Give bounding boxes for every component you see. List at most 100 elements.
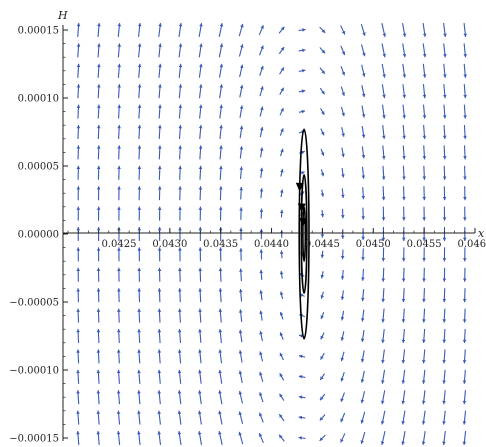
field-arrow-head (279, 393, 283, 398)
field-arrow-head (198, 390, 202, 394)
field-arrow-head (402, 156, 406, 160)
trajectory-orbit (302, 206, 307, 263)
field-arrow-head (319, 437, 324, 441)
field-arrow-head (219, 125, 223, 129)
field-arrow-head (422, 278, 426, 282)
field-arrow-head (178, 84, 183, 88)
x-axis-label: x (478, 227, 485, 240)
field-arrow-head (320, 355, 324, 360)
field-arrow-head (157, 227, 162, 231)
field-arrow-head (422, 94, 427, 99)
field-arrow-head (381, 258, 386, 262)
field-arrow-head (259, 351, 263, 355)
field-arrow-head (340, 255, 345, 260)
field-arrow-head (279, 250, 284, 254)
field-arrow-head (238, 309, 243, 313)
field-arrow-head (137, 390, 141, 394)
field-arrow-head (218, 308, 223, 312)
field-arrow-head (76, 369, 80, 374)
field-arrow-head (259, 371, 263, 376)
field-arrow-head (442, 135, 447, 139)
field-arrow-head (320, 295, 325, 299)
field-arrow-head (218, 349, 222, 353)
field-arrow-head (218, 206, 223, 210)
field-arrow-head (320, 274, 325, 279)
field-arrow-head (178, 206, 182, 210)
field-arrow-head (340, 438, 344, 443)
field-arrow-head (382, 74, 386, 78)
field-arrow-head (240, 44, 244, 48)
field-arrow-head (239, 125, 244, 130)
field-arrow-head (280, 26, 285, 31)
field-arrow-head (239, 186, 243, 191)
field-arrow-head (341, 174, 345, 178)
field-arrow-head (76, 431, 80, 435)
field-arrow-head (320, 213, 325, 218)
field-arrow-head (340, 377, 344, 382)
field-arrow-head (178, 23, 183, 27)
field-arrow-head (198, 145, 203, 149)
field-arrow-head (137, 186, 142, 190)
field-arrow-head (117, 84, 122, 88)
field-arrow-head (381, 380, 385, 384)
field-arrow-head (279, 414, 283, 418)
field-arrow-head (320, 376, 324, 380)
field-arrow-head (381, 319, 385, 323)
field-arrow-head (422, 115, 427, 119)
field-arrow-head (362, 32, 366, 36)
field-arrow-head (137, 308, 141, 312)
field-arrow-head (421, 421, 426, 425)
field-arrow-head (157, 431, 161, 435)
field-arrow-head (76, 145, 81, 149)
field-arrow-head (280, 87, 284, 92)
field-arrow-head (218, 369, 222, 374)
field-arrow-head (341, 153, 345, 158)
vector-field (76, 22, 468, 446)
field-arrow-head (279, 373, 283, 377)
field-arrow-head (422, 176, 427, 180)
field-arrow-head (402, 74, 407, 78)
field-arrow-head (137, 104, 142, 108)
field-arrow-head (442, 278, 447, 282)
field-arrow-head (76, 227, 81, 231)
field-arrow-head (422, 156, 427, 160)
field-arrow-head (361, 297, 365, 302)
x-tick-label: 0.0445 (305, 239, 340, 250)
field-arrow-head (259, 392, 263, 396)
field-arrow-head (320, 234, 325, 238)
field-arrow-head (239, 146, 244, 150)
field-arrow-head (442, 298, 447, 303)
y-tick-label: 0.00010 (18, 94, 59, 105)
field-arrow-head (239, 64, 244, 69)
field-arrow-head (361, 114, 366, 118)
field-arrow-head (198, 104, 203, 109)
field-arrow-head (280, 148, 284, 153)
field-arrow-head (178, 227, 182, 231)
field-arrow-head (197, 431, 202, 435)
field-arrow-head (381, 217, 386, 221)
field-arrow-head (96, 349, 101, 353)
field-arrow-head (381, 176, 386, 180)
field-arrow-head (462, 400, 467, 405)
field-arrow-head (320, 152, 325, 156)
field-arrow-head (218, 431, 222, 435)
field-arrow-head (116, 410, 121, 414)
field-arrow-head (219, 186, 223, 190)
field-arrow-head (137, 206, 142, 210)
field-arrow-head (76, 410, 80, 414)
field-arrow-head (96, 145, 101, 149)
field-arrow-head (178, 288, 182, 292)
field-arrow-head (238, 350, 243, 354)
field-arrow-head (198, 206, 203, 210)
field-arrow-head (422, 74, 427, 78)
field-arrow-head (157, 206, 162, 210)
field-arrow-head (279, 434, 283, 439)
field-arrow-head (320, 315, 324, 320)
field-arrow-head (442, 441, 446, 445)
field-arrow-head (157, 288, 162, 292)
field-arrow-head (157, 329, 162, 333)
field-arrow-head (137, 431, 141, 435)
field-arrow-head (422, 33, 427, 37)
field-arrow-head (361, 216, 365, 220)
trajectory-direction-arrow (295, 182, 304, 192)
